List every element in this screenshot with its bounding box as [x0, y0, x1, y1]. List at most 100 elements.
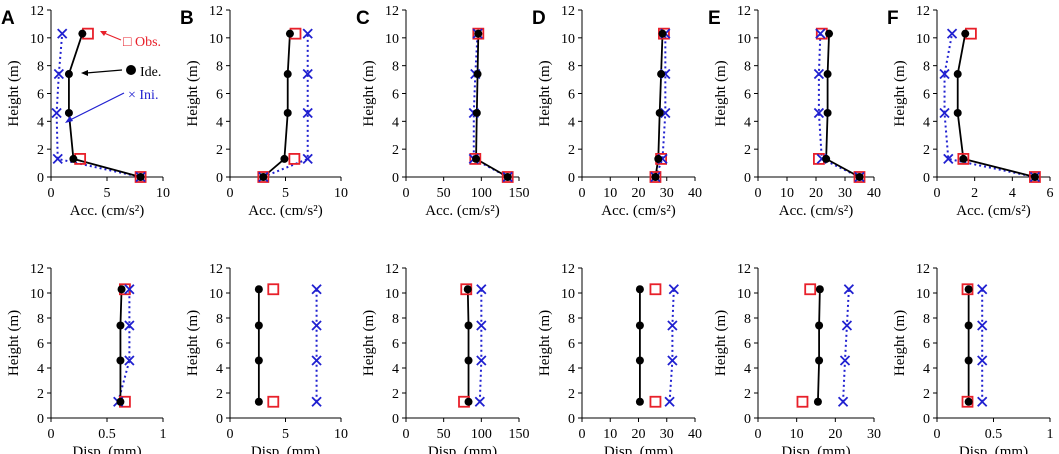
- plot-acc-c-ytick-label: 0: [392, 171, 399, 186]
- plot-acc-f-ini-point: [939, 107, 950, 119]
- plot-acc-c-ide-point: [473, 70, 482, 79]
- plot-acc-f-ytick-label: 12: [916, 4, 930, 19]
- plot-acc-e-xlabel: Acc. (cm/s²): [779, 203, 853, 219]
- plot-acc-b-ini-point: [302, 153, 313, 165]
- plot-disp-d-ytick-label: 0: [568, 412, 575, 427]
- plot-acc-c: 0 2 4 6 8 10 12 0 50 100 150 Height (m) Acc. (cm/s²)…: [356, 4, 530, 219]
- plot-acc-f-ide-point: [953, 108, 962, 117]
- plot-disp-a-ide-point: [116, 321, 125, 330]
- plot-disp-c-ini-point: [476, 355, 487, 366]
- plot-disp-d-xtick-label: 20: [632, 427, 646, 442]
- plot-acc-e-ide-point: [822, 154, 831, 163]
- plot-disp-d-obs-point: [649, 395, 662, 408]
- plot-disp-c-ylabel: Height (m): [361, 310, 377, 376]
- plot-disp-c-ytick-label: 4: [392, 362, 399, 377]
- plot-disp-e-ytick-label: 0: [744, 412, 751, 427]
- plot-acc-f-xtick-label: 6: [1047, 186, 1054, 201]
- plot-acc-b-ytick-label: 6: [216, 88, 223, 103]
- plot-acc-e-ide-point: [855, 173, 864, 181]
- legend-ini-label: × Ini.: [128, 88, 158, 103]
- plot-acc-b-ini-point-stroke: [302, 28, 313, 39]
- plot-disp-e-xtick-label: 30: [867, 427, 881, 442]
- plot-acc-c-ytick-label: 10: [385, 32, 399, 47]
- plot-disp-c: 0 2 4 6 8 10 12 0 50 100 150 Height (m) Disp. (mm): [361, 262, 530, 454]
- plot-acc-e-ini-point-stroke: [813, 107, 825, 119]
- plot-acc-f-ide-point: [1030, 173, 1039, 181]
- plot-acc-c-xlabel: Acc. (cm/s²): [425, 203, 499, 219]
- plot-acc-d-ytick-label: 6: [568, 88, 575, 103]
- plot-disp-e-ini-point-stroke: [839, 355, 851, 366]
- plot-acc-e-ytick-label: 4: [744, 115, 751, 130]
- plot-acc-e-xtick-label: 20: [809, 186, 823, 201]
- plot-disp-d-ini-point-stroke: [668, 284, 679, 295]
- plot-disp-b-ini-point: [311, 284, 322, 295]
- plot-acc-e-xtick-label: 30: [838, 186, 852, 201]
- plot-acc-d-ytick-label: 4: [568, 115, 575, 130]
- plot-acc-d-panel-label: D: [532, 8, 546, 29]
- plot-disp-f-ini-point-stroke: [977, 320, 988, 331]
- plot-disp-d-ytick-label: 10: [561, 287, 575, 302]
- plot-acc-f-ini-point-stroke: [939, 68, 950, 80]
- plot-disp-a-xtick-label: 1: [160, 427, 167, 442]
- plot-acc-e-panel-label: E: [708, 8, 721, 29]
- plot-acc-a-ide-point: [69, 154, 78, 163]
- plot-acc-a-ytick-label: 0: [37, 171, 44, 186]
- plot-disp-c-ytick-label: 2: [392, 387, 399, 402]
- plot-acc-e: 0 2 4 6 8 10 12 0 10 20 30 40 Height (m) Acc. (cm/s²)…: [708, 4, 881, 219]
- plot-acc-a-ini-point: [53, 68, 64, 80]
- legend-obs-arrowhead: [100, 31, 107, 36]
- plot-acc-b-ini-point: [302, 28, 313, 39]
- plot-acc-b-ini-line: [262, 33, 309, 178]
- plot-disp-e-ini-point: [839, 355, 851, 366]
- plot-disp-b-ytick-label: 2: [216, 387, 223, 402]
- plot-acc-a-xtick-label: 10: [156, 186, 170, 201]
- plot-acc-b-ini-point-stroke: [302, 68, 313, 80]
- plot-acc-e-ini-point: [813, 68, 825, 80]
- plot-acc-a-ylabel: Height (m): [6, 60, 22, 126]
- plot-disp-e-ide-point: [815, 321, 824, 330]
- plot-disp-f-xtick-label: 0.5: [985, 427, 1003, 442]
- plot-disp-e-ytick-label: 6: [744, 337, 751, 352]
- plot-acc-a-panel-label: A: [1, 8, 15, 29]
- plot-disp-b: 0 2 4 6 8 10 12 0 5 10 Height (m) Disp. (mm): [185, 262, 348, 454]
- plot-acc-c-xtick-label: 100: [471, 186, 492, 201]
- plot-disp-d-ini-point-stroke: [667, 355, 678, 366]
- plot-disp-d-ide-point: [635, 356, 644, 365]
- plot-acc-d-xtick-label: 0: [579, 186, 586, 201]
- plot-acc-c-xtick-label: 50: [437, 186, 451, 201]
- plot-disp-b-obs-point: [267, 395, 280, 408]
- plot-disp-f-ytick-label: 6: [923, 337, 930, 352]
- plot-acc-e-ytick-label: 8: [744, 60, 751, 75]
- plot-disp-d-xtick-label: 40: [688, 427, 702, 442]
- plot-acc-a-ytick-label: 8: [37, 60, 44, 75]
- plot-acc-e-ide-line: [825, 33, 860, 178]
- plot-acc-d-ini-point: [660, 107, 671, 119]
- plot-disp-e-ytick-label: 4: [744, 362, 751, 377]
- plot-disp-f-ini-point: [977, 396, 988, 407]
- legend-ide-marker: [126, 65, 136, 75]
- plot-acc-f-ytick-label: 2: [923, 143, 930, 158]
- plot-disp-b-ini-point: [311, 396, 322, 407]
- plot-acc-e-ylabel: Height (m): [713, 60, 729, 126]
- plot-disp-b-ini-point: [311, 355, 322, 366]
- plot-acc-a-ini-point: [51, 107, 62, 119]
- plot-disp-e-ini-point: [837, 396, 849, 407]
- plot-acc-b: 0 2 4 6 8 10 12 0 5 10 Height (m) Acc. (cm/s²) B: [180, 4, 348, 219]
- plot-acc-f-ytick-label: 6: [923, 88, 930, 103]
- plot-disp-f-ini-point: [977, 355, 988, 366]
- plot-disp-e-ytick-label: 10: [737, 287, 751, 302]
- plot-disp-b-ytick-label: 0: [216, 412, 223, 427]
- plot-disp-c-ide-point: [463, 285, 472, 294]
- plot-acc-c-xtick-label: 0: [403, 186, 410, 201]
- plot-acc-c-panel-label: C: [356, 8, 370, 29]
- plot-acc-c-ytick-label: 12: [385, 4, 399, 19]
- plot-disp-a-xlabel: Disp. (mm): [72, 444, 141, 454]
- plot-disp-b-ini-point-stroke: [311, 320, 322, 331]
- plot-acc-c-ini-line: [472, 33, 509, 178]
- plot-acc-b-obs-point: [257, 171, 270, 183]
- plot-acc-c-ide-point: [472, 154, 481, 163]
- plot-acc-f-xtick-label: 4: [1009, 186, 1016, 201]
- plot-acc-f-ylabel: Height (m): [892, 60, 908, 126]
- plot-acc-a-ytick-label: 2: [37, 143, 44, 158]
- plot-acc-d-xlabel: Acc. (cm/s²): [601, 203, 675, 219]
